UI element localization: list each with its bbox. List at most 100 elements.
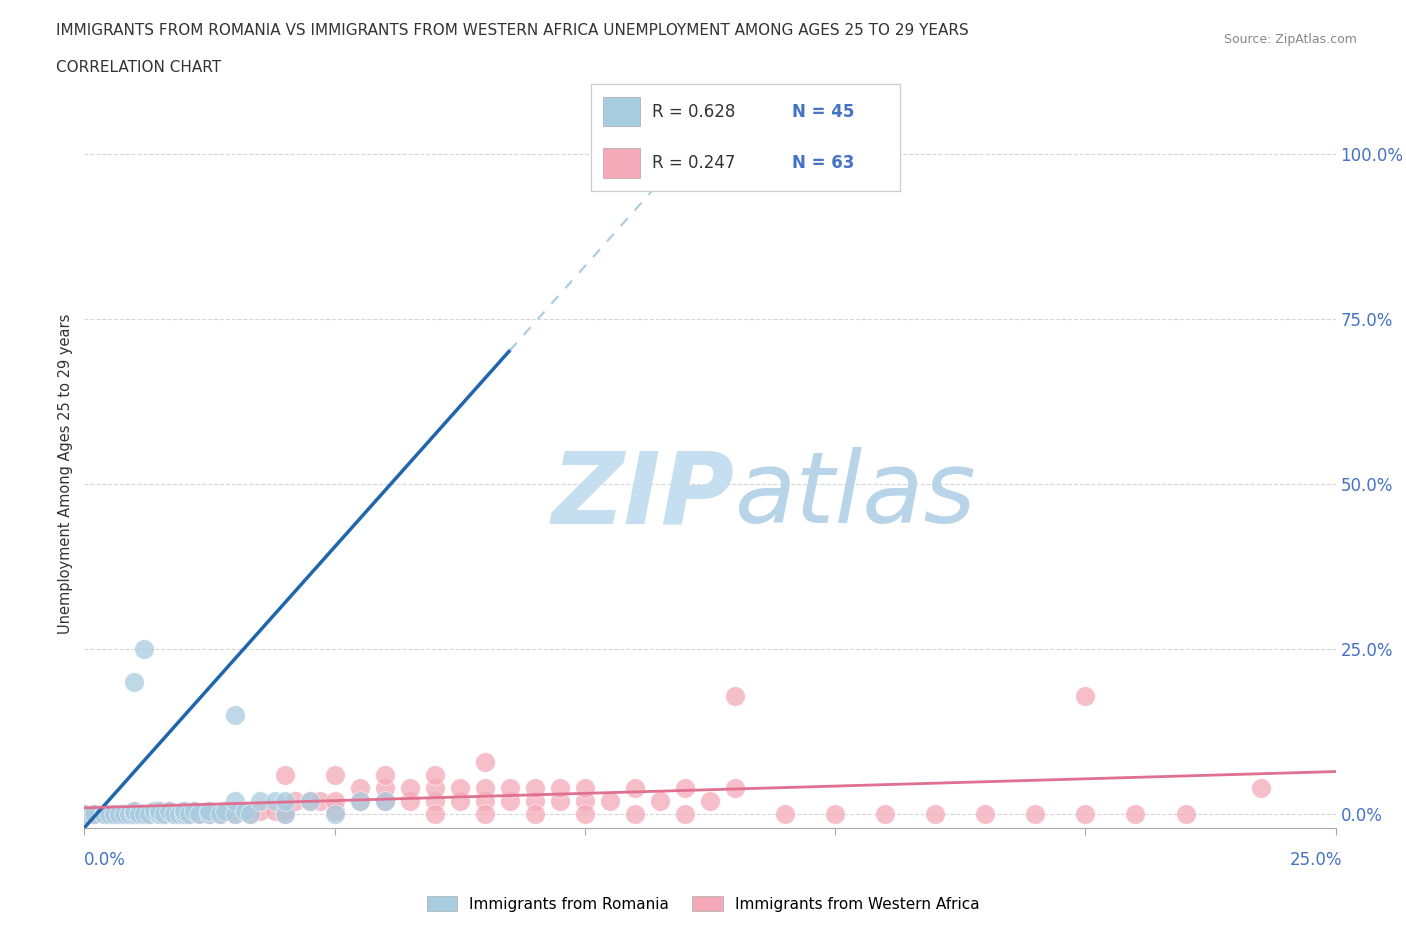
Point bbox=[398, 794, 420, 809]
Point bbox=[1174, 807, 1197, 822]
Point bbox=[349, 780, 371, 795]
Point bbox=[648, 794, 671, 809]
Point bbox=[273, 807, 295, 822]
Point bbox=[224, 794, 246, 809]
Point bbox=[599, 794, 621, 809]
Point bbox=[699, 794, 721, 809]
Point bbox=[103, 807, 125, 822]
Point bbox=[98, 807, 121, 822]
Text: Source: ZipAtlas.com: Source: ZipAtlas.com bbox=[1223, 33, 1357, 46]
Point bbox=[233, 804, 256, 818]
Point bbox=[298, 794, 321, 809]
Point bbox=[1024, 807, 1046, 822]
Point bbox=[1074, 807, 1097, 822]
Point bbox=[263, 804, 285, 818]
Point bbox=[143, 804, 166, 818]
Point bbox=[73, 807, 96, 822]
Point bbox=[273, 804, 295, 818]
Text: R = 0.247: R = 0.247 bbox=[652, 153, 735, 172]
Point bbox=[499, 794, 522, 809]
Text: ZIP: ZIP bbox=[553, 447, 735, 544]
Point bbox=[374, 780, 396, 795]
Point bbox=[523, 780, 546, 795]
Point bbox=[112, 807, 135, 822]
Point bbox=[83, 807, 105, 822]
Point bbox=[273, 794, 295, 809]
Point bbox=[323, 794, 346, 809]
Point bbox=[93, 807, 115, 822]
Point bbox=[624, 807, 647, 822]
Point bbox=[214, 804, 236, 818]
Point bbox=[159, 804, 181, 818]
Text: N = 63: N = 63 bbox=[792, 153, 853, 172]
Point bbox=[179, 807, 201, 822]
Point bbox=[183, 804, 205, 818]
Point bbox=[974, 807, 997, 822]
Point bbox=[249, 804, 271, 818]
Text: 25.0%: 25.0% bbox=[1291, 851, 1343, 869]
Point bbox=[124, 804, 146, 818]
Point bbox=[124, 804, 146, 818]
Point bbox=[824, 807, 846, 822]
FancyBboxPatch shape bbox=[603, 148, 640, 178]
Point bbox=[449, 780, 471, 795]
Point bbox=[323, 804, 346, 818]
Point bbox=[169, 807, 191, 822]
Point bbox=[118, 807, 141, 822]
Point bbox=[163, 807, 186, 822]
Point bbox=[153, 807, 176, 822]
Point bbox=[323, 807, 346, 822]
Point bbox=[449, 794, 471, 809]
Point bbox=[574, 780, 596, 795]
Point bbox=[208, 807, 231, 822]
Point bbox=[224, 807, 246, 822]
Point bbox=[83, 807, 105, 822]
Y-axis label: Unemployment Among Ages 25 to 29 years: Unemployment Among Ages 25 to 29 years bbox=[58, 314, 73, 634]
Point bbox=[374, 767, 396, 782]
Point bbox=[474, 794, 496, 809]
Point bbox=[474, 807, 496, 822]
Point bbox=[724, 147, 747, 162]
Point bbox=[423, 794, 446, 809]
Point bbox=[103, 807, 125, 822]
Point bbox=[153, 807, 176, 822]
Point bbox=[93, 807, 115, 822]
FancyBboxPatch shape bbox=[603, 97, 640, 126]
Point bbox=[134, 642, 156, 657]
Point bbox=[173, 807, 195, 822]
Point bbox=[624, 780, 647, 795]
Point bbox=[148, 804, 170, 818]
Point bbox=[208, 807, 231, 822]
Point bbox=[124, 807, 146, 822]
Point bbox=[849, 147, 872, 162]
Point bbox=[198, 807, 221, 822]
Point bbox=[118, 807, 141, 822]
Point bbox=[724, 688, 747, 703]
Point bbox=[273, 807, 295, 822]
Point bbox=[159, 804, 181, 818]
Point bbox=[323, 767, 346, 782]
Point bbox=[183, 804, 205, 818]
Point bbox=[173, 804, 195, 818]
Point bbox=[349, 794, 371, 809]
Point bbox=[98, 807, 121, 822]
Point bbox=[548, 780, 571, 795]
Point bbox=[148, 804, 170, 818]
Point bbox=[224, 804, 246, 818]
Point bbox=[1074, 688, 1097, 703]
Point bbox=[249, 794, 271, 809]
Point bbox=[198, 804, 221, 818]
Point bbox=[188, 807, 211, 822]
Point bbox=[284, 794, 307, 809]
Point bbox=[124, 675, 146, 690]
Text: CORRELATION CHART: CORRELATION CHART bbox=[56, 60, 221, 75]
Point bbox=[673, 807, 696, 822]
Point bbox=[214, 804, 236, 818]
Point bbox=[198, 807, 221, 822]
Point bbox=[374, 794, 396, 809]
Point bbox=[238, 807, 260, 822]
Point bbox=[398, 780, 420, 795]
Text: IMMIGRANTS FROM ROMANIA VS IMMIGRANTS FROM WESTERN AFRICA UNEMPLOYMENT AMONG AGE: IMMIGRANTS FROM ROMANIA VS IMMIGRANTS FR… bbox=[56, 23, 969, 38]
Point bbox=[548, 794, 571, 809]
Point bbox=[188, 807, 211, 822]
